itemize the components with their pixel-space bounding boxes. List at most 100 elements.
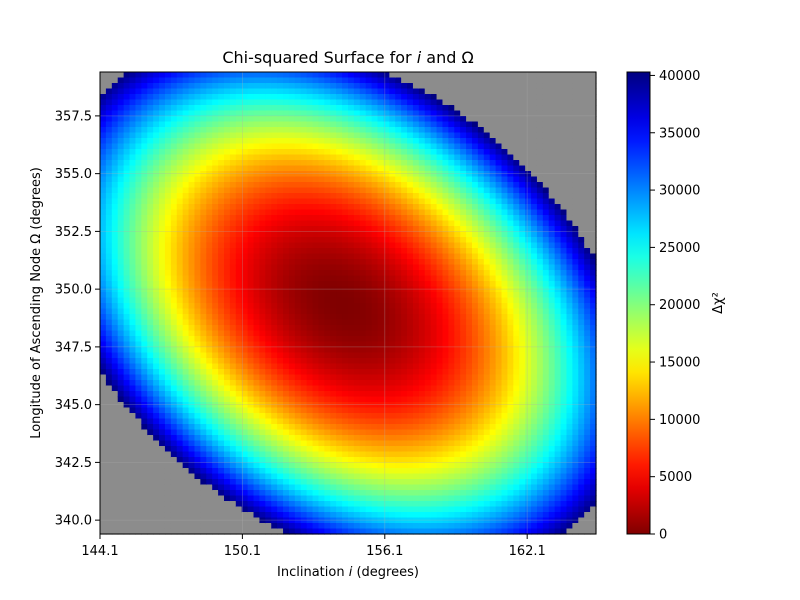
heatmap-cell [170, 446, 178, 453]
heatmap-cell [135, 264, 142, 271]
heatmap-cell [182, 215, 190, 222]
heatmap-cell [176, 336, 184, 343]
heatmap-cell [111, 127, 119, 134]
heatmap-cell [253, 105, 261, 112]
heatmap-cell [141, 440, 148, 447]
heatmap-cell [430, 253, 438, 260]
heatmap-cell [318, 94, 325, 101]
heatmap-cell [359, 231, 367, 238]
heatmap-cell [159, 127, 166, 134]
heatmap-cell [153, 77, 160, 84]
heatmap-cell [418, 303, 426, 310]
heatmap-cell [442, 187, 449, 194]
heatmap-cell [312, 506, 320, 513]
heatmap-cell [436, 182, 444, 189]
heatmap-cell [371, 506, 379, 513]
heatmap-cell [247, 429, 255, 436]
heatmap-cell [182, 484, 190, 491]
heatmap-cell [442, 446, 449, 453]
heatmap-cell [430, 418, 438, 425]
heatmap-cell [377, 369, 385, 376]
heatmap-cell [359, 358, 367, 365]
heatmap-cell [164, 110, 172, 117]
heatmap-cell [170, 479, 178, 486]
heatmap-cell [212, 88, 219, 95]
heatmap-cell [383, 501, 390, 508]
heatmap-cell [235, 418, 243, 425]
heatmap-cell [153, 127, 160, 134]
heatmap-cell [111, 418, 119, 425]
heatmap-cell [135, 391, 142, 398]
heatmap-cell [288, 424, 296, 431]
heatmap-cell [277, 231, 284, 238]
heatmap-cell [170, 193, 178, 200]
heatmap-cell [348, 473, 355, 480]
heatmap-cell [324, 495, 331, 502]
heatmap-cell [170, 418, 178, 425]
heatmap-cell [111, 220, 119, 227]
heatmap-cell [300, 72, 308, 79]
heatmap-cell [412, 88, 420, 95]
heatmap-cell [412, 220, 420, 227]
heatmap-cell [318, 132, 325, 139]
heatmap-cell [153, 165, 160, 172]
heatmap-cell [188, 462, 196, 469]
heatmap-cell [100, 237, 107, 244]
heatmap-cell [218, 99, 225, 106]
heatmap-cell [448, 226, 455, 233]
heatmap-cell [383, 451, 390, 458]
heatmap-cell [371, 528, 379, 535]
heatmap-cell [312, 193, 320, 200]
heatmap-cell [117, 473, 125, 480]
heatmap-cell [288, 374, 296, 381]
heatmap-cell [365, 270, 373, 277]
heatmap-cell [235, 231, 243, 238]
heatmap-cell [371, 517, 379, 524]
heatmap-cell [224, 319, 231, 326]
heatmap-cell [430, 407, 438, 414]
heatmap-cell [395, 242, 402, 249]
heatmap-cell [312, 226, 320, 233]
heatmap-cell [424, 512, 432, 519]
heatmap-cell [241, 336, 249, 343]
heatmap-cell [330, 121, 337, 128]
heatmap-cell [442, 77, 449, 84]
heatmap-cell [200, 446, 207, 453]
heatmap-cell [448, 149, 455, 156]
heatmap-cell [218, 413, 225, 420]
heatmap-cell [288, 473, 296, 480]
heatmap-cell [371, 473, 379, 480]
heatmap-cell [348, 292, 355, 299]
heatmap-cell [288, 275, 296, 282]
heatmap-cell [401, 171, 408, 178]
heatmap-cell [111, 83, 119, 90]
heatmap-cell [306, 110, 314, 117]
heatmap-cell [330, 402, 337, 409]
heatmap-cell [265, 336, 272, 343]
heatmap-cell [253, 198, 261, 205]
heatmap-cell [241, 440, 249, 447]
heatmap-cell [153, 88, 160, 95]
heatmap-cell [164, 187, 172, 194]
heatmap-cell [342, 220, 349, 227]
heatmap-cell [188, 413, 196, 420]
heatmap-cell [277, 253, 284, 260]
heatmap-cell [200, 374, 207, 381]
heatmap-cell [312, 121, 320, 128]
heatmap-cell [212, 165, 219, 172]
heatmap-cell [212, 462, 219, 469]
heatmap-cell [436, 484, 444, 491]
heatmap-cell [365, 165, 373, 172]
heatmap-cell [294, 182, 302, 189]
heatmap-cell [265, 165, 272, 172]
heatmap-cell [418, 435, 426, 442]
heatmap-cell [377, 182, 385, 189]
heatmap-cell [324, 462, 331, 469]
heatmap-cell [418, 176, 426, 183]
heatmap-cell [442, 143, 449, 150]
heatmap-cell [395, 446, 402, 453]
heatmap-cell [147, 380, 154, 387]
heatmap-cell [324, 468, 331, 475]
heatmap-cell [182, 336, 190, 343]
heatmap-cell [153, 116, 160, 123]
